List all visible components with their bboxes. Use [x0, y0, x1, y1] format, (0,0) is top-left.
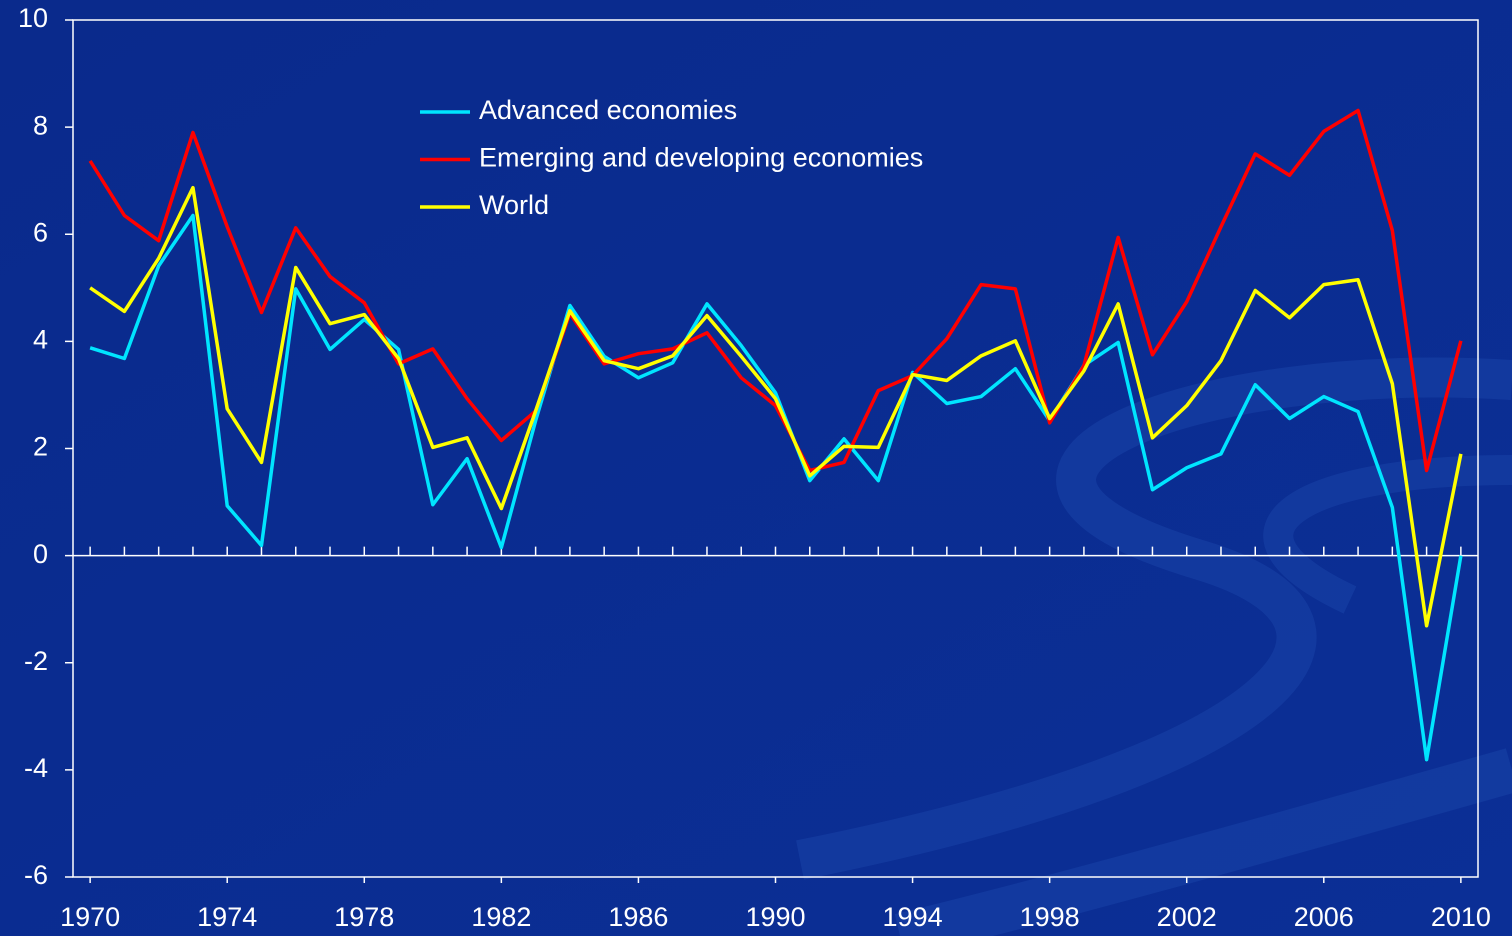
y-tick-label: 10: [18, 3, 48, 33]
series-line: [89, 213, 1463, 762]
series-line: [88, 108, 1463, 473]
series-line: [89, 185, 1463, 628]
y-tick-label: 6: [33, 217, 48, 247]
x-tick-label: 2010: [1431, 902, 1491, 932]
x-tick-label: 1982: [471, 902, 531, 932]
x-tick-label: 1986: [608, 902, 668, 932]
x-tick-label: 2006: [1294, 902, 1354, 932]
legend-label: World: [479, 190, 549, 220]
x-tick-label: 1994: [883, 902, 943, 932]
y-tick-label: 4: [33, 325, 48, 355]
legend-label: Advanced economies: [479, 95, 737, 125]
x-tick-label: 1978: [334, 902, 394, 932]
y-tick-label: -2: [24, 646, 48, 676]
x-tick-label: 1998: [1020, 902, 1080, 932]
x-tick-label: 1990: [745, 902, 805, 932]
x-tick-label: 2002: [1157, 902, 1217, 932]
y-tick-label: -6: [24, 860, 48, 890]
y-tick-label: 8: [33, 110, 48, 140]
y-tick-label: 0: [33, 539, 48, 569]
x-tick-label: 1974: [197, 902, 257, 932]
legend-label: Emerging and developing economies: [479, 143, 923, 173]
y-tick-label: -4: [24, 753, 48, 783]
x-tick-label: 1970: [60, 902, 120, 932]
decoration: [796, 357, 1512, 936]
y-tick-label: 2: [33, 432, 48, 462]
